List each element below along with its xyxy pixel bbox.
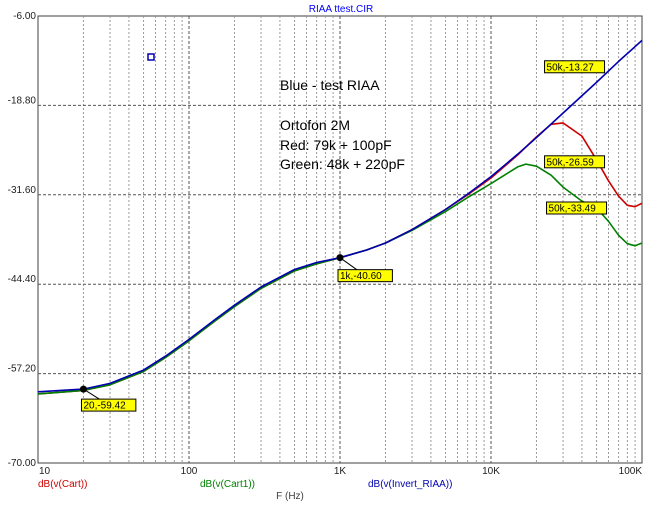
legend-entry-2: dB(v(Invert_RIAA)) xyxy=(368,479,452,490)
marker-label-box xyxy=(337,269,393,283)
marker-label-box xyxy=(546,201,608,215)
marker-label-box xyxy=(544,60,606,74)
annotation-text: Red: 79k + 100pF xyxy=(280,137,392,153)
y-tick-label: -57.20 xyxy=(8,364,37,375)
annotation-text: Green: 48k + 220pF xyxy=(280,156,405,172)
legend: dB(v(Cart)) dB(v(Cart1)) dB(v(Invert_RIAA)… xyxy=(38,479,452,490)
legend-entry-1: dB(v(Cart1)) xyxy=(200,479,255,490)
annotation-text: Blue - test RIAA xyxy=(280,77,380,93)
series-line-2 xyxy=(37,39,643,393)
marker-label-box xyxy=(80,398,137,412)
marker-label: 20,-59.42 xyxy=(83,401,126,412)
marker-label: 50k,-26.59 xyxy=(547,157,595,168)
marker-label: 50k,-13.27 xyxy=(547,62,595,73)
x-axis-label: F (Hz) xyxy=(276,491,304,502)
x-axis-ticks: 10 100 1K 10K 100K xyxy=(39,466,642,477)
y-tick-label: -6.00 xyxy=(13,11,36,22)
data-markers: 20,-59.42 1k,-40.60 50k,-13.27 50k,-26.59 50… xyxy=(79,60,608,412)
y-tick-label: -18.80 xyxy=(8,95,37,106)
x-tick-label: 10 xyxy=(39,466,51,477)
marker-dot[interactable] xyxy=(336,254,344,262)
y-tick-label: -31.60 xyxy=(8,185,37,196)
chart-title: RIAA ttest.CIR xyxy=(309,4,373,15)
marker-label: 50k,-33.49 xyxy=(549,204,597,215)
marker-label: 1k,-40.60 xyxy=(340,271,382,282)
marker-dot[interactable] xyxy=(79,385,87,393)
y-tick-label: -44.40 xyxy=(8,274,37,285)
y-tick-label: -70.00 xyxy=(8,458,37,469)
y-axis-ticks: -6.00 -18.80 -31.60 -44.40 -57.20 -70.00 xyxy=(8,11,37,469)
marker-label-box xyxy=(544,155,606,169)
cursor-marker-icon[interactable] xyxy=(147,53,155,61)
grid xyxy=(38,16,642,463)
x-tick-label: 100 xyxy=(181,466,198,477)
x-tick-label: 100K xyxy=(619,466,643,477)
x-tick-label: 1K xyxy=(334,466,347,477)
annotation-text: Ortofon 2M xyxy=(280,117,350,133)
x-tick-label: 10K xyxy=(482,466,500,477)
annotations: Blue - test RIAA Ortofon 2M Red: 79k + 100… xyxy=(280,77,405,172)
legend-entry-0: dB(v(Cart)) xyxy=(38,479,87,490)
